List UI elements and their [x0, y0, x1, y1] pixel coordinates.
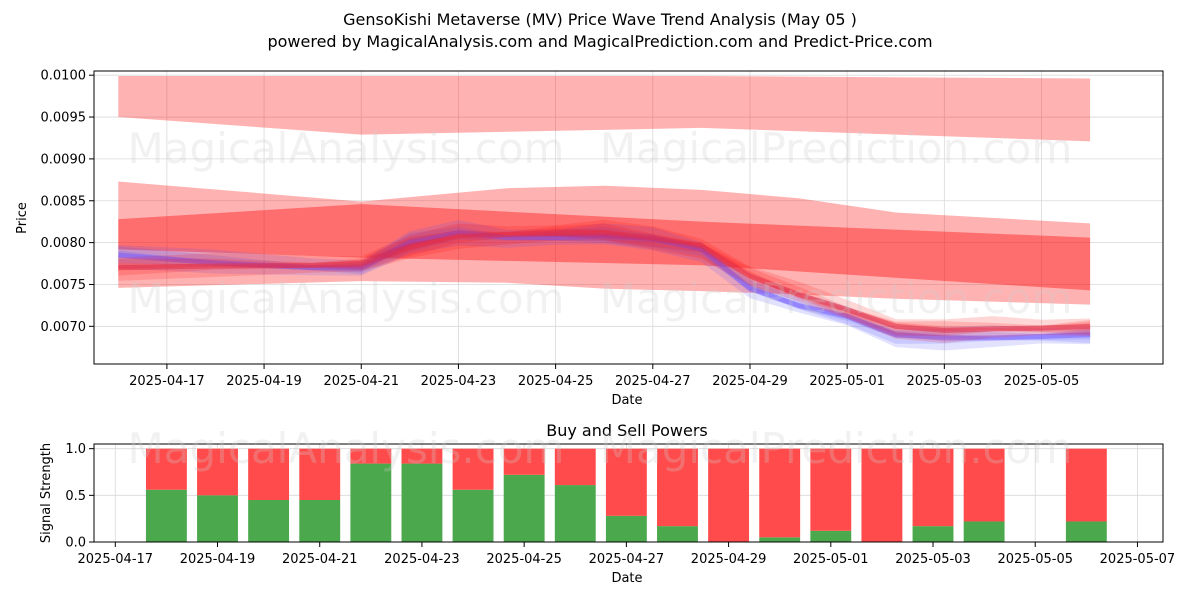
watermark-prediction: MagicalPrediction.com — [600, 124, 1073, 173]
watermark-analysis: MagicalAnalysis.com — [128, 124, 565, 173]
trend-band — [118, 204, 1091, 291]
sell-bar — [401, 448, 443, 464]
buy-bar — [810, 530, 852, 542]
x-tick-label: 2025-05-03 — [907, 374, 983, 389]
signal-plot-frame — [93, 443, 1164, 543]
buy-bar — [299, 500, 341, 542]
x-tick-label: 2025-04-17 — [129, 374, 205, 389]
y-tick-label: 1.0 — [65, 442, 86, 457]
buy-bar — [759, 537, 801, 542]
signal-panel-title: Buy and Sell Powers — [546, 421, 708, 440]
wave-line — [118, 230, 1091, 334]
x-tick-label: 2025-04-27 — [615, 374, 691, 389]
sell-bar — [145, 448, 187, 490]
y-tick-label: 0.0085 — [41, 194, 87, 209]
x-tick-label: 2025-04-17 — [78, 552, 154, 567]
x-tick-label: 2025-04-29 — [712, 374, 788, 389]
x-tick-label: 2025-05-07 — [1100, 552, 1176, 567]
buy-bar — [605, 515, 647, 542]
y-tick-label: 0.0095 — [41, 111, 87, 126]
buy-bar — [1065, 521, 1107, 542]
x-tick-label: 2025-04-29 — [691, 552, 767, 567]
x-tick-label: 2025-04-23 — [421, 374, 497, 389]
sell-bar — [248, 448, 290, 500]
x-tick-label: 2025-05-05 — [997, 552, 1073, 567]
sell-bar — [759, 448, 801, 538]
chart-title: GensoKishi Metaverse (MV) Price Wave Tre… — [343, 10, 857, 29]
price-marks — [118, 76, 1091, 351]
price-axis-ticks: 2025-04-17 2025-04-19 2025-04-21 2025-04-23… — [41, 69, 1080, 389]
y-tick-label: 0.0 — [65, 536, 86, 551]
x-tick-label: 2025-04-19 — [180, 552, 256, 567]
buy-bar — [145, 489, 187, 542]
sell-bar — [708, 448, 750, 542]
sell-bar — [810, 448, 852, 531]
buy-bar — [657, 526, 698, 542]
watermark-prediction: MagicalPrediction.com — [600, 274, 1073, 323]
sell-bar — [452, 448, 494, 490]
x-tick-label: 2025-05-05 — [1004, 374, 1080, 389]
y-tick-label: 0.5 — [65, 489, 86, 504]
sell-bar — [503, 448, 545, 475]
price-x-axis-label: Date — [611, 393, 642, 408]
sell-bar — [299, 448, 341, 500]
sell-bar — [657, 448, 698, 527]
sell-bar — [197, 448, 238, 496]
y-tick-label: 0.0100 — [41, 69, 87, 84]
x-tick-label: 2025-05-03 — [895, 552, 971, 567]
sell-bar — [963, 448, 1005, 522]
y-tick-label: 0.0090 — [41, 152, 87, 167]
signal-axis-ticks: 2025-04-17 2025-04-19 2025-04-21 2025-04-23… — [65, 442, 1175, 567]
x-tick-label: 2025-04-23 — [384, 552, 460, 567]
x-tick-label: 2025-04-21 — [282, 552, 358, 567]
sell-bar — [350, 448, 392, 464]
price-y-axis-label: Price — [15, 202, 30, 234]
sell-bar — [554, 448, 596, 486]
watermark-analysis: MagicalAnalysis.com — [128, 274, 565, 323]
buy-bar — [503, 474, 545, 542]
buy-bar — [248, 500, 290, 542]
sell-bar — [1065, 448, 1107, 522]
x-tick-label: 2025-04-25 — [486, 552, 562, 567]
buy-bar — [350, 463, 392, 542]
price-panel: 2025-04-17 2025-04-19 2025-04-21 2025-04-23… — [15, 69, 1164, 408]
watermarks: MagicalAnalysis.com MagicalPrediction.co… — [128, 124, 1073, 473]
x-tick-label: 2025-04-21 — [323, 374, 399, 389]
buy-bar — [963, 521, 1005, 542]
buy-bar — [401, 463, 443, 542]
y-tick-label: 0.0075 — [41, 278, 87, 293]
y-tick-label: 0.0070 — [41, 320, 87, 335]
sell-bar — [912, 448, 954, 527]
buy-bar — [912, 526, 954, 542]
signal-bars — [145, 448, 1107, 542]
watermark-analysis: MagicalAnalysis.com — [128, 424, 565, 473]
signal-x-axis-label: Date — [611, 571, 642, 586]
price-plot-frame — [93, 70, 1164, 365]
price-grid — [94, 71, 1163, 364]
x-tick-label: 2025-04-25 — [518, 374, 594, 389]
sell-bar — [605, 448, 647, 516]
sell-bar — [861, 448, 903, 542]
signal-panel: Buy and Sell Powers 2025-04-17 2025-04-19… — [39, 421, 1175, 586]
x-tick-label: 2025-05-01 — [793, 552, 869, 567]
trend-band — [118, 76, 1091, 142]
buy-bar — [197, 495, 238, 542]
signal-y-axis-label: Signal Strength — [39, 443, 54, 543]
y-tick-label: 0.0080 — [41, 236, 87, 251]
x-tick-label: 2025-04-19 — [226, 374, 302, 389]
buy-bar — [554, 485, 596, 542]
trend-band — [118, 181, 1091, 305]
x-tick-label: 2025-05-01 — [809, 374, 885, 389]
watermark-prediction: MagicalPrediction.com — [600, 424, 1073, 473]
buy-bar — [452, 489, 494, 542]
chart-subtitle: powered by MagicalAnalysis.com and Magic… — [267, 32, 932, 51]
x-tick-label: 2025-04-27 — [589, 552, 665, 567]
